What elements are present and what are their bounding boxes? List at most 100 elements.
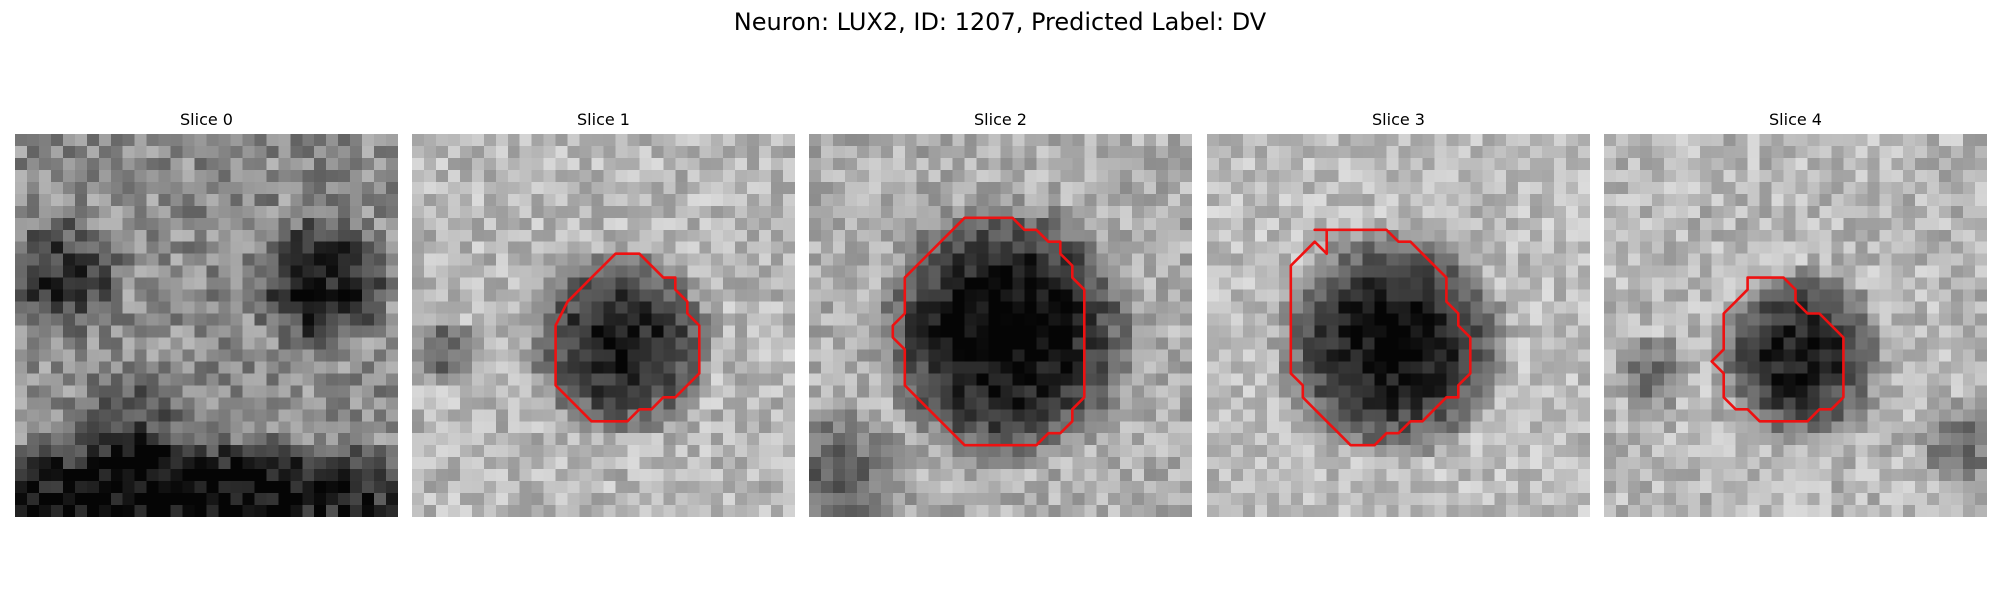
image-pixel (1434, 349, 1447, 363)
image-pixel (386, 277, 398, 291)
image-pixel (1072, 325, 1085, 339)
image-pixel (1819, 277, 1833, 291)
image-pixel (182, 181, 196, 195)
image-pixel (1326, 313, 1340, 327)
image-pixel (880, 469, 894, 482)
image-pixel (1350, 193, 1364, 207)
image-pixel (1663, 445, 1677, 458)
image-pixel (1398, 193, 1412, 207)
image-pixel (675, 409, 688, 422)
image-pixel (1903, 349, 1916, 363)
image-pixel (1446, 433, 1459, 446)
image-pixel (699, 169, 712, 183)
image-pixel (567, 385, 581, 398)
image-pixel (809, 157, 822, 171)
image-pixel (412, 301, 425, 315)
image-pixel (1470, 481, 1483, 494)
image-pixel (543, 265, 557, 279)
image-pixel (447, 373, 461, 386)
image-pixel (386, 361, 398, 374)
image-pixel (1144, 145, 1157, 159)
image-pixel (1326, 469, 1340, 482)
image-pixel (1180, 325, 1192, 339)
image-pixel (1615, 145, 1629, 159)
image-pixel (254, 241, 267, 255)
image-pixel (218, 337, 232, 351)
image-pixel (38, 421, 52, 434)
image-pixel (182, 385, 196, 398)
image-pixel (1398, 469, 1412, 482)
image-pixel (747, 325, 760, 339)
image-pixel (856, 349, 870, 363)
image-pixel (904, 373, 918, 386)
image-pixel (639, 493, 652, 506)
image-pixel (1108, 445, 1121, 458)
image-pixel (1168, 301, 1181, 315)
image-pixel (711, 385, 724, 398)
image-pixel (1386, 253, 1400, 267)
image-pixel (290, 385, 303, 398)
image-pixel (110, 445, 124, 458)
image-pixel (1254, 181, 1268, 195)
image-pixel (1494, 217, 1507, 231)
image-pixel (687, 325, 700, 339)
image-pixel (1879, 433, 1892, 446)
image-pixel (856, 325, 870, 339)
image-pixel (1615, 457, 1629, 470)
image-pixel (543, 241, 557, 255)
image-pixel (314, 505, 327, 517)
image-pixel (759, 505, 772, 517)
image-pixel (122, 457, 136, 470)
image-pixel (1578, 409, 1590, 422)
image-pixel (435, 134, 449, 147)
image-pixel (1458, 433, 1471, 446)
image-pixel (543, 481, 557, 494)
image-pixel (1000, 157, 1014, 171)
image-pixel (254, 469, 267, 482)
image-pixel (1120, 277, 1133, 291)
image-pixel (1410, 181, 1424, 195)
image-pixel (1108, 337, 1121, 351)
image-pixel (1132, 134, 1145, 147)
image-pixel (242, 289, 255, 303)
image-pixel (447, 481, 461, 494)
image-pixel (627, 301, 641, 315)
image-pixel (74, 134, 88, 147)
image-pixel (964, 229, 978, 243)
image-pixel (471, 349, 485, 363)
image-pixel (350, 145, 363, 159)
image-pixel (555, 349, 569, 363)
image-pixel (423, 445, 437, 458)
image-pixel (182, 397, 196, 410)
image-pixel (1096, 361, 1109, 374)
image-pixel (615, 241, 629, 255)
panel-title-slice-1: Slice 1 (577, 110, 630, 129)
image-pixel (507, 385, 521, 398)
image-pixel (832, 253, 846, 267)
image-pixel (988, 181, 1002, 195)
image-pixel (1939, 193, 1952, 207)
image-pixel (206, 253, 220, 267)
image-pixel (98, 409, 112, 422)
image-pixel (1434, 193, 1447, 207)
image-pixel (435, 469, 449, 482)
image-pixel (964, 481, 978, 494)
image-pixel (1639, 373, 1653, 386)
image-pixel (1951, 433, 1964, 446)
image-pixel (1168, 145, 1181, 159)
image-pixel (1072, 145, 1085, 159)
image-pixel (735, 469, 748, 482)
image-pixel (182, 481, 196, 494)
image-pixel (1903, 205, 1916, 219)
image-pixel (1338, 421, 1352, 434)
image-pixel (711, 457, 724, 470)
image-pixel (1434, 373, 1447, 386)
image-pixel (507, 409, 521, 422)
image-pixel (158, 445, 172, 458)
image-pixel (314, 157, 327, 171)
image-pixel (1566, 385, 1579, 398)
image-pixel (1230, 457, 1244, 470)
image-pixel (146, 385, 160, 398)
image-pixel (1651, 421, 1665, 434)
image-pixel (1494, 277, 1507, 291)
